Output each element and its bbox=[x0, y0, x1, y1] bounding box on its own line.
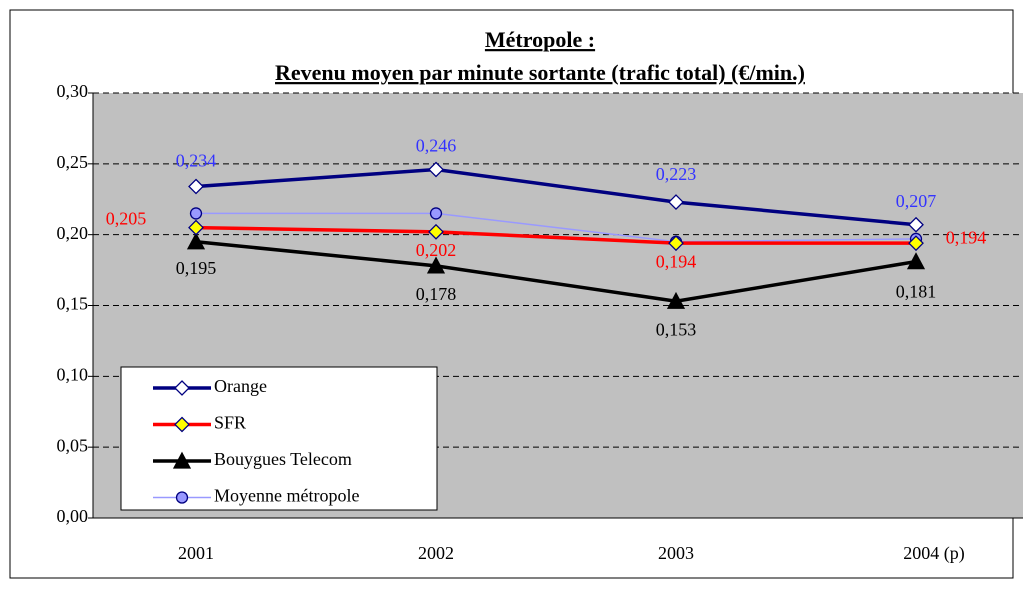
legend-marker bbox=[172, 451, 192, 469]
data-label: 0,195 bbox=[176, 258, 217, 278]
data-point bbox=[186, 232, 206, 250]
data-label: 0,153 bbox=[656, 319, 697, 339]
legend-box bbox=[120, 366, 438, 511]
y-tick-label: 0,15 bbox=[57, 294, 89, 314]
x-tick-label: 2001 bbox=[178, 543, 214, 563]
data-point bbox=[429, 207, 443, 220]
data-label: 0,205 bbox=[106, 209, 147, 229]
series-line bbox=[195, 167, 917, 227]
data-point bbox=[666, 291, 686, 309]
data-label: 0,246 bbox=[416, 136, 457, 156]
data-point bbox=[189, 207, 203, 220]
data-point bbox=[908, 235, 924, 252]
y-tick-label: 0,00 bbox=[57, 506, 89, 526]
data-label: 0,194 bbox=[656, 251, 697, 271]
data-label: 0,194 bbox=[946, 227, 987, 247]
data-label: 0,223 bbox=[656, 164, 697, 184]
data-point bbox=[668, 235, 684, 252]
data-point bbox=[668, 194, 684, 211]
data-label: 0,234 bbox=[176, 151, 217, 171]
y-tick-label: 0,30 bbox=[57, 81, 89, 101]
y-tick-label: 0,05 bbox=[57, 435, 89, 455]
y-tick-label: 0,10 bbox=[57, 364, 89, 384]
y-tick-label: 0,25 bbox=[57, 152, 89, 172]
legend-marker bbox=[174, 380, 190, 396]
legend-marker bbox=[175, 491, 189, 504]
data-point bbox=[188, 219, 204, 236]
chart-title: Métropole : bbox=[485, 27, 595, 52]
series-line bbox=[195, 225, 916, 245]
legend-label: SFR bbox=[214, 413, 246, 433]
x-tick-label: 2002 bbox=[418, 543, 454, 563]
data-point bbox=[428, 223, 444, 240]
x-tick-label: 2003 bbox=[658, 543, 694, 563]
legend-label: Moyenne métropole bbox=[214, 486, 359, 506]
data-point bbox=[188, 178, 204, 195]
data-point bbox=[908, 216, 924, 233]
data-point bbox=[426, 256, 446, 274]
legend-label: Orange bbox=[214, 376, 267, 396]
chart-subtitle: Revenu moyen par minute sortante (trafic… bbox=[275, 60, 805, 85]
data-point bbox=[428, 161, 444, 178]
legend: Orange SFR Bouygues Telecom Moyenne métropo… bbox=[120, 366, 438, 511]
data-label: 0,207 bbox=[896, 191, 937, 211]
series-line bbox=[196, 212, 917, 243]
data-point bbox=[906, 252, 926, 270]
y-tick-label: 0,20 bbox=[57, 223, 89, 243]
legend-marker bbox=[174, 416, 190, 433]
x-tick-label: 2004 (p) bbox=[903, 543, 965, 564]
series-line bbox=[195, 240, 917, 304]
legend-label: Bouygues Telecom bbox=[214, 449, 352, 469]
data-label: 0,202 bbox=[416, 240, 457, 260]
data-label: 0,181 bbox=[896, 282, 937, 302]
data-label: 0,178 bbox=[416, 284, 457, 304]
